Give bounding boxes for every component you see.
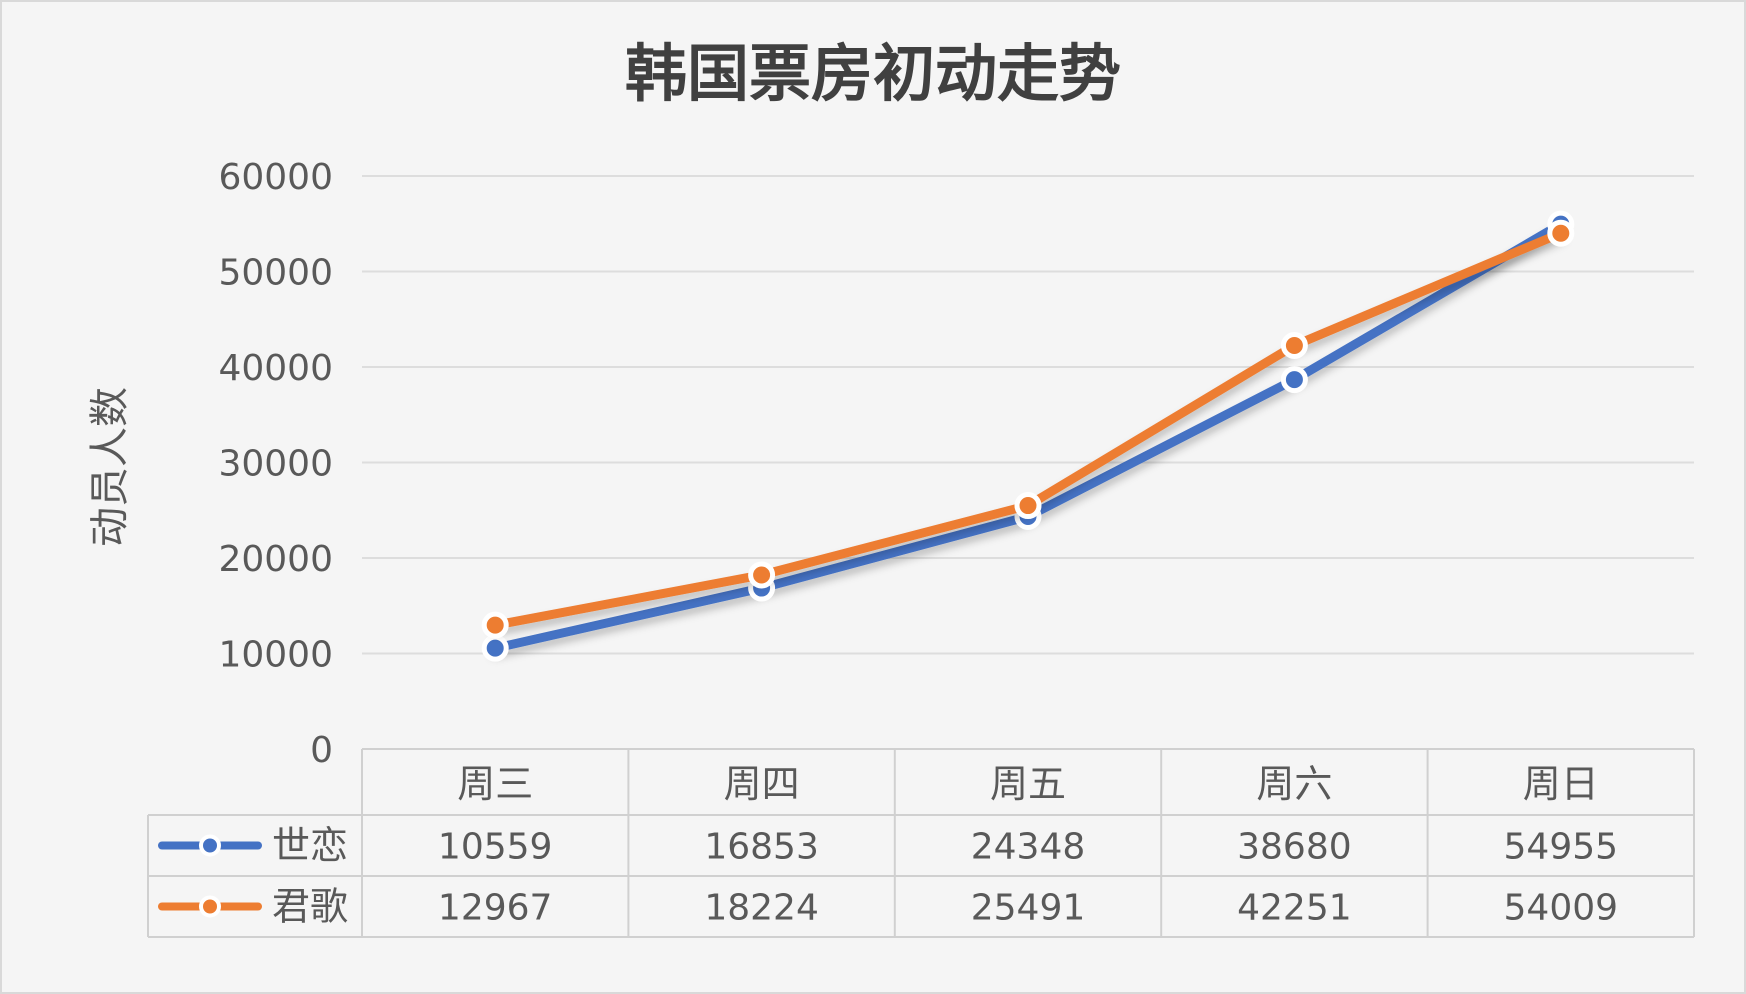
- category-label: 周四: [724, 762, 800, 806]
- data-value: 12967: [438, 888, 553, 929]
- data-point: [481, 611, 509, 639]
- y-tick-label: 50000: [218, 253, 333, 294]
- y-tick-label: 20000: [218, 539, 333, 580]
- category-label: 周五: [990, 762, 1066, 806]
- y-tick-label: 30000: [218, 444, 333, 485]
- chart-title: 韩国票房初动走势: [625, 37, 1121, 110]
- data-value: 10559: [438, 827, 553, 868]
- data-point: [748, 561, 776, 589]
- y-tick-label: 40000: [218, 348, 333, 389]
- data-value: 18224: [704, 888, 819, 929]
- data-value: 16853: [704, 827, 819, 868]
- data-value: 24348: [971, 827, 1086, 868]
- data-value: 54009: [1504, 888, 1619, 929]
- y-axis-label: 动员人数: [87, 387, 133, 547]
- data-point: [1014, 492, 1042, 520]
- y-tick-label: 0: [310, 730, 333, 771]
- data-value: 42251: [1237, 888, 1352, 929]
- legend-key-1: [158, 834, 262, 857]
- data-value: 54955: [1504, 827, 1619, 868]
- category-label: 周六: [1256, 762, 1332, 806]
- category-label: 周三: [457, 762, 533, 806]
- data-point: [1280, 332, 1308, 360]
- legend-key-marker: [199, 895, 221, 918]
- data-value: 25491: [971, 888, 1086, 929]
- series-name: 世恋: [272, 824, 348, 868]
- y-tick-label: 60000: [218, 157, 333, 198]
- series-name: 君歌: [272, 885, 348, 929]
- data-value: 38680: [1237, 827, 1352, 868]
- y-tick-label: 10000: [218, 635, 333, 676]
- legend-key-2: [158, 895, 262, 918]
- data-point: [481, 634, 509, 662]
- data-point: [1547, 219, 1575, 247]
- data-point: [1280, 366, 1308, 394]
- gridlines: [362, 175, 1694, 655]
- y-axis-ticks: 0 10000 20000 30000 40000 50000 60000: [218, 157, 333, 771]
- category-label: 周日: [1523, 762, 1599, 806]
- series-2: [481, 219, 1575, 639]
- legend-key-marker: [199, 834, 221, 857]
- series-lines: [481, 210, 1575, 662]
